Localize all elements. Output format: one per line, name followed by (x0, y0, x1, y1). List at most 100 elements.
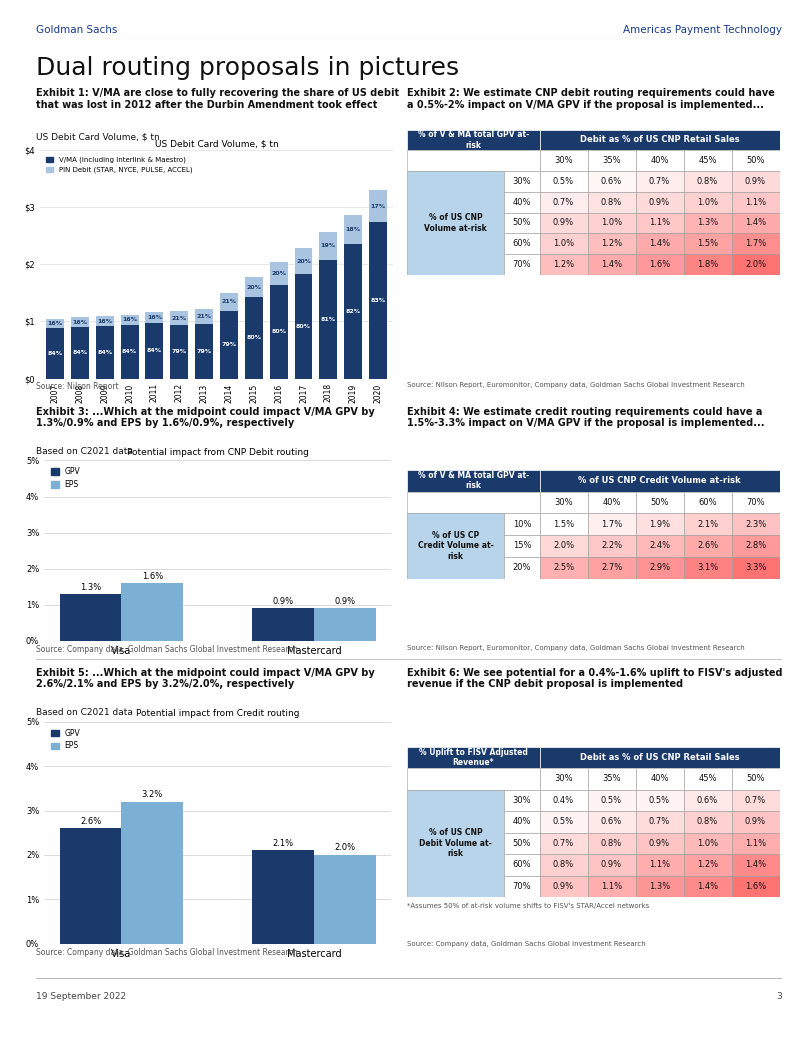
Text: 1.7%: 1.7% (601, 520, 622, 529)
Bar (588, 768, 635, 789)
Text: 1.2%: 1.2% (697, 861, 718, 869)
Text: Exhibit 2: We estimate CNP debit routing requirements could have
a 0.5%-2% impac: Exhibit 2: We estimate CNP debit routing… (407, 88, 776, 110)
Text: 60%: 60% (512, 861, 531, 869)
Text: 50%: 50% (747, 775, 765, 783)
Text: 20%: 20% (512, 563, 531, 572)
Bar (683, 171, 731, 192)
Text: 45%: 45% (699, 775, 717, 783)
Text: 1.6%: 1.6% (745, 881, 766, 891)
Bar (540, 535, 588, 557)
Text: 1.1%: 1.1% (649, 861, 670, 869)
Text: 1.4%: 1.4% (649, 240, 670, 248)
Text: 0.6%: 0.6% (697, 795, 718, 805)
Text: 20%: 20% (246, 284, 261, 289)
Text: 0.7%: 0.7% (649, 817, 670, 826)
Bar (731, 535, 780, 557)
Text: 1.6%: 1.6% (649, 260, 670, 269)
Bar (588, 213, 635, 233)
Bar (635, 150, 683, 171)
Text: 0.5%: 0.5% (601, 795, 622, 805)
Text: 35%: 35% (602, 775, 621, 783)
Bar (369, 222, 387, 379)
Text: 0.8%: 0.8% (697, 177, 718, 186)
Text: 3.3%: 3.3% (745, 563, 766, 572)
Bar (683, 492, 731, 513)
Bar (588, 233, 635, 254)
Bar (588, 192, 635, 213)
Text: 1.5%: 1.5% (697, 240, 718, 248)
Text: Source: Nilson Report, Euromonitor, Company data, Goldman Sachs Global Investmen: Source: Nilson Report, Euromonitor, Comp… (407, 383, 745, 389)
Bar (683, 150, 731, 171)
Text: Exhibit 1: V/MA are close to fully recovering the share of US debit
that was los: Exhibit 1: V/MA are close to fully recov… (36, 88, 399, 110)
Bar (407, 130, 540, 150)
Text: 16%: 16% (47, 320, 63, 326)
Text: 1.1%: 1.1% (649, 219, 670, 227)
Bar (540, 513, 588, 535)
Text: Exhibit 4: We estimate credit routing requirements could have a
1.5%-3.3% impact: Exhibit 4: We estimate credit routing re… (407, 407, 765, 428)
Text: 10%: 10% (512, 520, 531, 529)
Bar (731, 513, 780, 535)
Bar (635, 557, 683, 579)
Text: 0.5%: 0.5% (553, 177, 574, 186)
Text: 1.4%: 1.4% (697, 881, 718, 891)
Bar (504, 789, 540, 811)
Bar (540, 171, 588, 192)
Text: 0.5%: 0.5% (649, 795, 670, 805)
Text: 1.6%: 1.6% (142, 572, 163, 581)
Bar (731, 492, 780, 513)
Text: 20%: 20% (296, 259, 311, 264)
Bar (588, 513, 635, 535)
Text: 2.6%: 2.6% (697, 541, 718, 551)
Bar (71, 317, 89, 328)
Bar (683, 254, 731, 275)
Text: 1.3%: 1.3% (649, 881, 670, 891)
Bar (588, 535, 635, 557)
Text: 1.3%: 1.3% (80, 583, 101, 592)
Bar (683, 811, 731, 833)
Text: 70%: 70% (512, 881, 531, 891)
Text: 2.0%: 2.0% (334, 843, 355, 852)
Bar (60, 829, 121, 944)
Text: 16%: 16% (147, 315, 162, 320)
Bar (635, 233, 683, 254)
Text: 18%: 18% (346, 227, 361, 232)
Bar (344, 215, 363, 245)
Bar (683, 875, 731, 897)
Text: 81%: 81% (321, 316, 336, 321)
Bar (540, 150, 588, 171)
Bar (635, 811, 683, 833)
Text: Goldman Sachs: Goldman Sachs (36, 25, 117, 35)
Text: 50%: 50% (747, 157, 765, 165)
Text: 21%: 21% (221, 300, 237, 305)
Bar (540, 130, 780, 150)
Bar (504, 254, 540, 275)
Text: 1.2%: 1.2% (601, 240, 622, 248)
Bar (635, 192, 683, 213)
Text: 21%: 21% (172, 316, 187, 320)
Text: 40%: 40% (650, 775, 669, 783)
Text: 84%: 84% (122, 349, 137, 355)
Bar (588, 492, 635, 513)
Bar (683, 233, 731, 254)
Bar (504, 854, 540, 875)
Text: *Assumes 50% of at-risk volume shifts to FISV's STAR/Accel networks: *Assumes 50% of at-risk volume shifts to… (407, 903, 650, 909)
Bar (540, 833, 588, 854)
Text: 2.9%: 2.9% (649, 563, 670, 572)
Bar (588, 171, 635, 192)
Text: 2.1%: 2.1% (697, 520, 718, 529)
Text: 70%: 70% (746, 498, 765, 507)
Bar (540, 233, 588, 254)
Bar (540, 470, 780, 492)
Bar (294, 249, 313, 275)
Bar (504, 535, 540, 557)
Text: 1.4%: 1.4% (745, 861, 766, 869)
Text: Debit as % of US CNP Retail Sales: Debit as % of US CNP Retail Sales (580, 136, 739, 144)
Text: 1.0%: 1.0% (601, 219, 622, 227)
Bar (407, 492, 540, 513)
Bar (588, 254, 635, 275)
Text: 0.8%: 0.8% (553, 861, 574, 869)
Bar (407, 470, 540, 492)
Bar (635, 854, 683, 875)
Text: 0.7%: 0.7% (553, 839, 574, 848)
Text: 1.1%: 1.1% (601, 881, 622, 891)
